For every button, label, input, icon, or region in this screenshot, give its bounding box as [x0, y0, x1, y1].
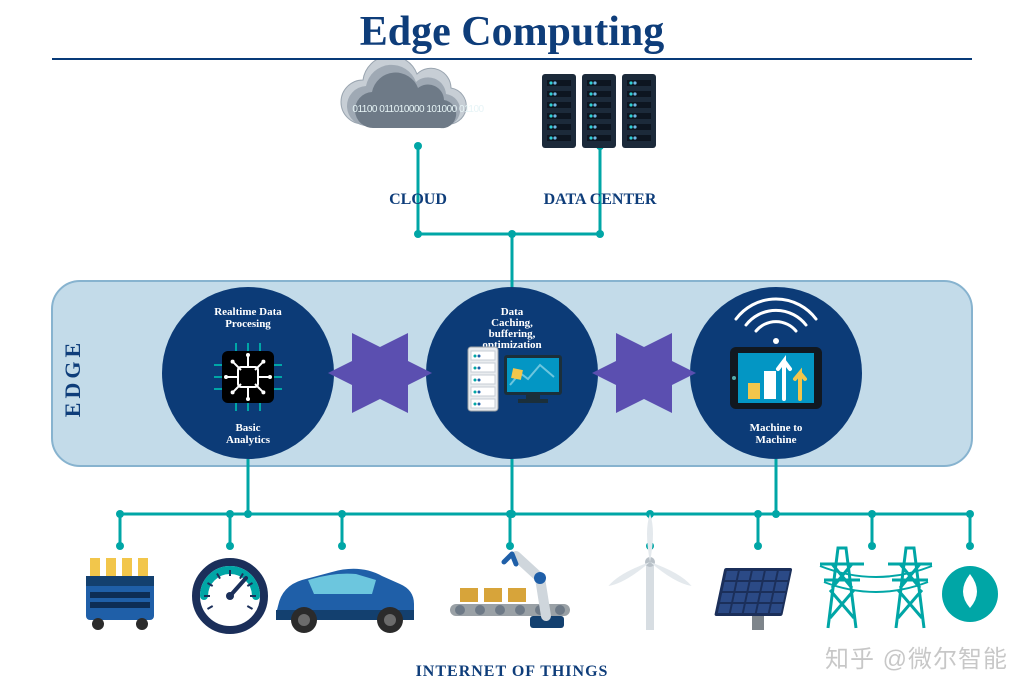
page-title: Edge Computing — [0, 0, 1024, 56]
iot-machine-icon — [86, 558, 154, 630]
cloud-icon: 01100 011010000 101000 01100 — [341, 60, 485, 128]
watermark: 知乎 @微尔智能 — [825, 639, 1008, 674]
datacenter-icon — [542, 74, 656, 148]
diagram-canvas: EDGE 01100 011010000 101000 01100 CLOUD DAT… — [0, 60, 1024, 690]
svg-text:Machine toMachine: Machine toMachine — [750, 422, 803, 446]
iot-solar-panel-icon — [714, 568, 792, 630]
iot-wind-turbine-icon — [607, 514, 693, 630]
iot-label: INTERNET OF THINGS — [416, 663, 609, 680]
edge-node-m2m: Machine toMachine — [690, 287, 862, 459]
cloud-label: CLOUD — [389, 191, 447, 208]
iot-robot-arm-icon — [450, 554, 570, 628]
edge-node-realtime: Realtime DataProcesingBasicAnalytics — [162, 287, 334, 459]
iot-power-tower-icon — [820, 548, 932, 628]
svg-text:01100 011010000 101000 01100: 01100 011010000 101000 01100 — [352, 104, 484, 115]
datacenter-label: DATA CENTER — [544, 191, 657, 208]
iot-car-icon — [276, 569, 414, 633]
iot-water-icon — [942, 566, 998, 622]
iot-gauge-icon — [196, 562, 264, 630]
edge-node-caching: DataCaching,buffering,optimization — [426, 287, 598, 459]
edge-side-label: EDGE — [60, 339, 85, 417]
